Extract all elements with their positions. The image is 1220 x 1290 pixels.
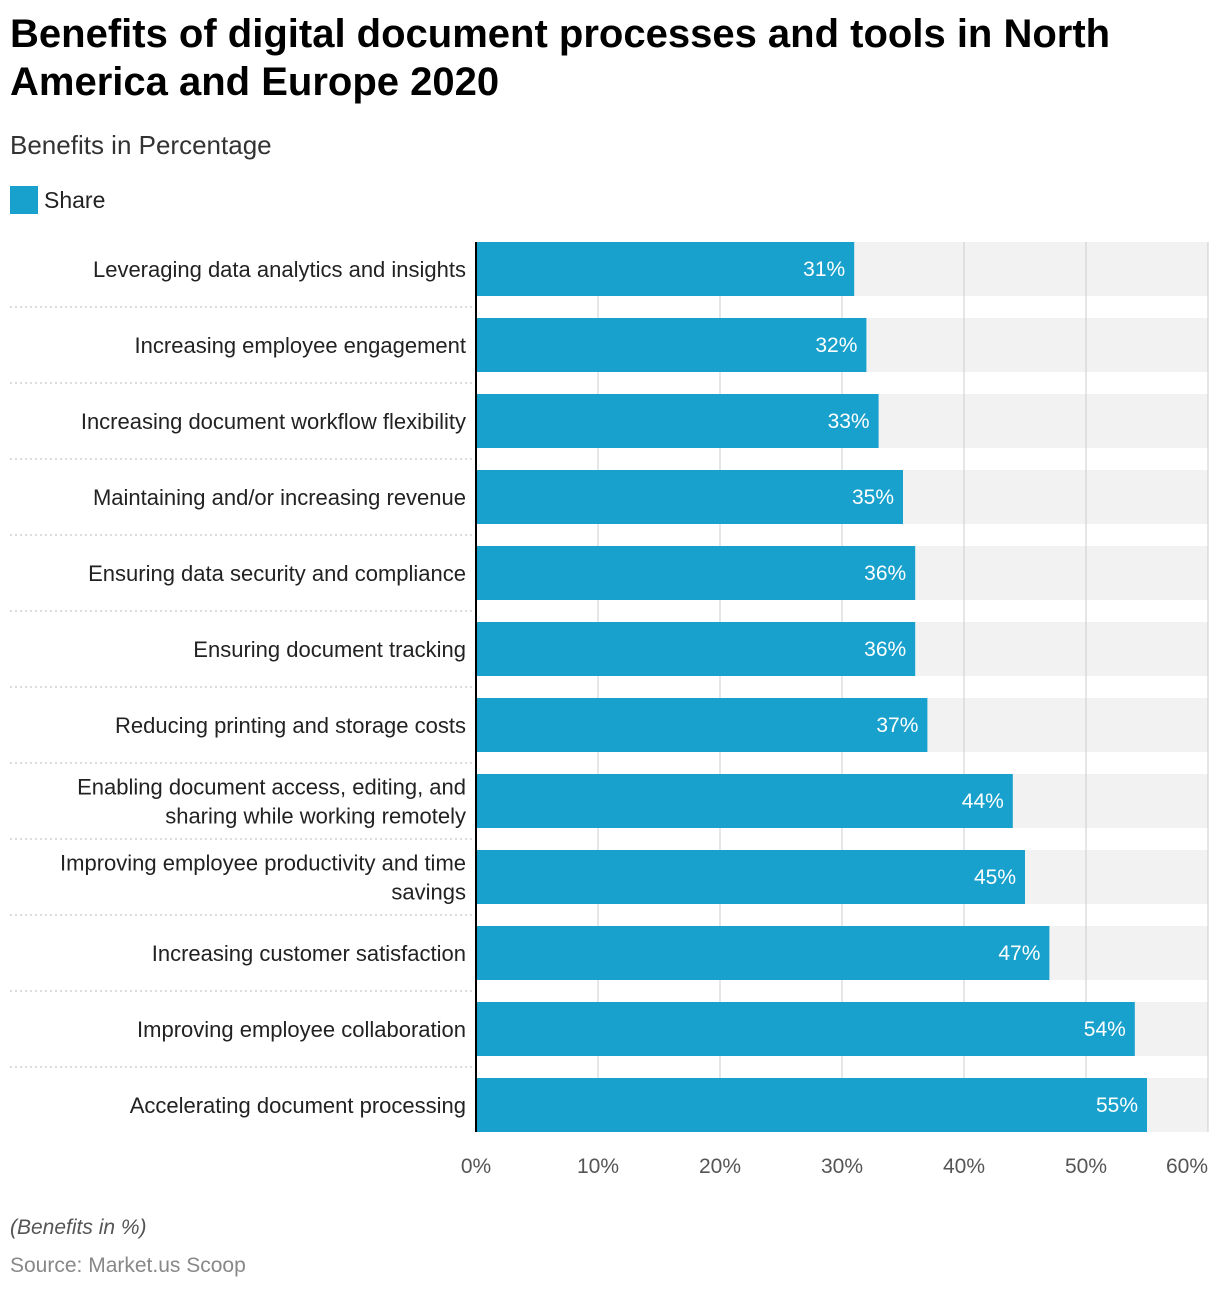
category-label: Increasing customer satisfaction <box>152 941 466 966</box>
bar <box>476 546 916 600</box>
bar-value-label: 55% <box>1096 1094 1138 1117</box>
bar-value-label: 31% <box>803 258 845 281</box>
bar-value-label: 47% <box>998 942 1040 965</box>
bar <box>476 926 1050 980</box>
bar-value-label: 45% <box>974 866 1016 889</box>
source-note: Source: Market.us Scoop <box>10 1254 246 1277</box>
bar-value-label: 37% <box>876 714 918 737</box>
x-tick-label: 10% <box>577 1155 619 1178</box>
bar-value-label: 54% <box>1084 1018 1126 1041</box>
x-tick-label: 40% <box>943 1155 985 1178</box>
bar-value-label: 33% <box>828 410 870 433</box>
category-label: Ensuring data security and compliance <box>88 561 466 586</box>
bar-value-label: 35% <box>852 486 894 509</box>
bar <box>476 1002 1135 1056</box>
bar <box>476 1078 1147 1132</box>
bar <box>476 850 1025 904</box>
x-tick-label: 0% <box>461 1155 491 1178</box>
bar <box>476 470 903 524</box>
category-label: Enabling document access, editing, and <box>77 775 466 800</box>
bar <box>476 774 1013 828</box>
category-label: Accelerating document processing <box>130 1093 466 1118</box>
bar-value-label: 44% <box>962 790 1004 813</box>
legend-label-share: Share <box>44 186 106 213</box>
x-tick-label: 30% <box>821 1155 863 1178</box>
bar <box>476 698 928 752</box>
bar <box>476 394 879 448</box>
category-label: savings <box>391 880 466 905</box>
category-label: Increasing employee engagement <box>135 333 466 358</box>
x-tick-label: 50% <box>1065 1155 1107 1178</box>
footnote: (Benefits in %) <box>10 1216 147 1239</box>
x-tick-label: 20% <box>699 1155 741 1178</box>
category-label: Increasing document workflow flexibility <box>81 409 466 434</box>
x-tick-label: 60% <box>1166 1155 1208 1178</box>
bar-value-label: 32% <box>815 334 857 357</box>
bar-value-label: 36% <box>864 638 906 661</box>
category-label: Improving employee productivity and time <box>60 851 466 876</box>
chart-title: Benefits of digital document processes a… <box>10 12 1111 104</box>
bar <box>476 318 867 372</box>
category-label: Improving employee collaboration <box>137 1017 466 1042</box>
bar-value-label: 36% <box>864 562 906 585</box>
legend-swatch <box>10 186 38 214</box>
bar <box>476 622 916 676</box>
category-label: Ensuring document tracking <box>193 637 466 662</box>
legend: Share <box>10 186 105 214</box>
category-label: Reducing printing and storage costs <box>115 713 466 738</box>
category-label: sharing while working remotely <box>165 804 466 829</box>
category-label: Maintaining and/or increasing revenue <box>93 485 466 510</box>
chart-subtitle: Benefits in Percentage <box>10 130 272 160</box>
bar <box>476 242 855 296</box>
category-label: Leveraging data analytics and insights <box>93 257 466 282</box>
